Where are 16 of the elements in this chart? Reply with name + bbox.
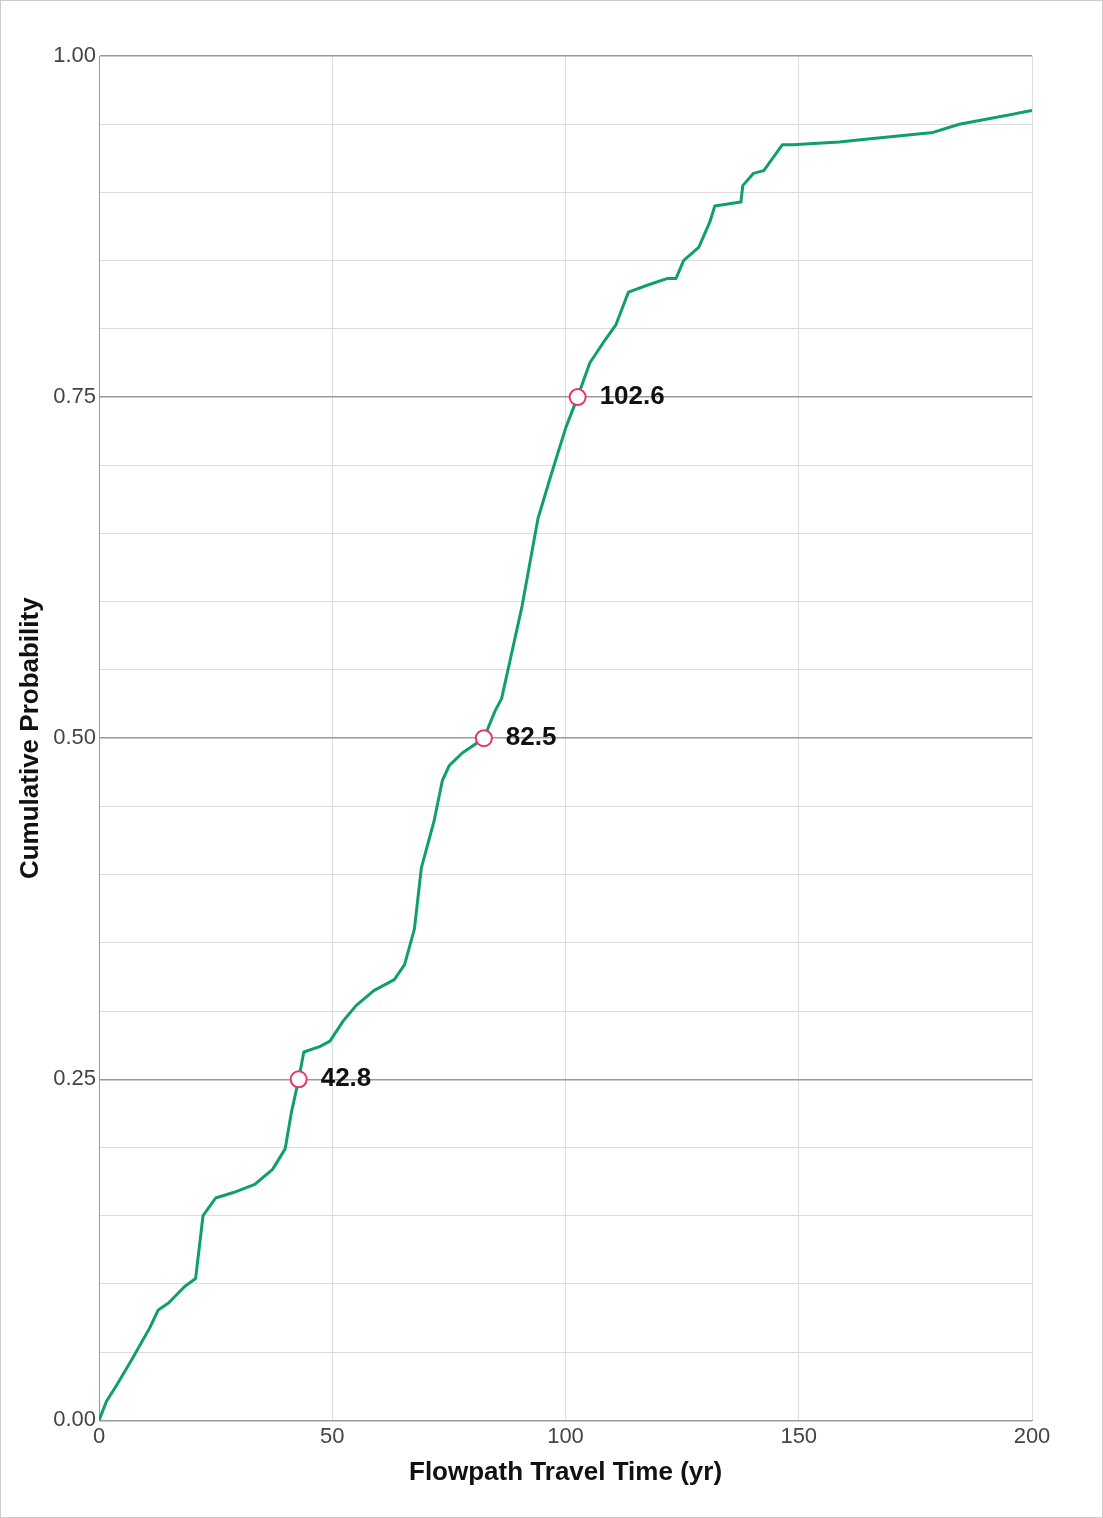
y-tick-label: 0.75 [53, 383, 97, 409]
x-tick-label: 50 [320, 1422, 345, 1448]
x-tick-label: 150 [780, 1422, 818, 1448]
x-tick-label: 200 [1013, 1422, 1051, 1448]
point [289, 1070, 308, 1089]
annotation: 42.8 [320, 1062, 372, 1093]
y-tick-label: 0.50 [53, 724, 97, 750]
point [474, 729, 493, 748]
x-axis-title: Flowpath Travel Time (yr) [408, 1455, 723, 1486]
x-tick-label: 100 [547, 1422, 584, 1448]
y-tick-label: 0.25 [53, 1065, 97, 1091]
point [568, 388, 587, 407]
y-tick-label: 1.00 [53, 42, 97, 68]
y-axis-title: Cumulative Probability [13, 596, 44, 880]
annotation: 82.5 [505, 721, 557, 752]
annotation: 102.6 [599, 380, 665, 411]
